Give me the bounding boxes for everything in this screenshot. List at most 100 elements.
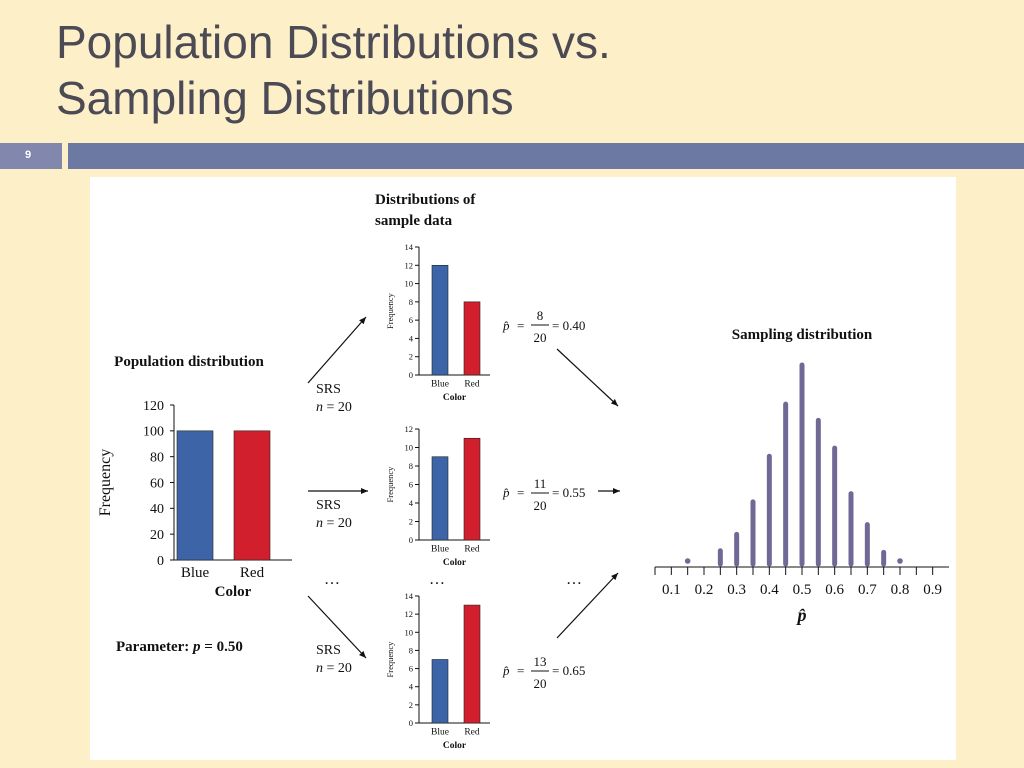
population-title: Population distribution <box>114 354 264 370</box>
x-tick-label: 0.2 <box>695 582 714 598</box>
x-tick-label: 0.4 <box>760 582 779 598</box>
result: = 0.55 <box>552 485 585 500</box>
x-category-label: Blue <box>431 380 449 390</box>
x-tick-label: 0.7 <box>858 582 877 598</box>
equals-sign: = <box>517 485 524 500</box>
parameter-value: = 0.50 <box>204 639 243 655</box>
x-category-label: Blue <box>431 728 449 738</box>
sampling-distribution-title: Sampling distribution <box>732 327 873 343</box>
x-category-label: Red <box>464 545 480 555</box>
y-tick-label: 8 <box>409 645 413 655</box>
srs-label-bottom: SRS n = 20 <box>316 643 352 676</box>
bar-red <box>233 430 271 561</box>
numerator: 8 <box>537 308 544 323</box>
y-tick-label: 40 <box>150 502 164 517</box>
srs-text: SRS <box>316 498 341 513</box>
arrow-from-sample-1 <box>556 348 619 407</box>
result: = 0.65 <box>552 663 585 678</box>
x-axis-title: Color <box>215 584 252 600</box>
y-tick-label: 10 <box>405 627 414 637</box>
slide-title: Population Distributions vs. Sampling Di… <box>56 14 996 126</box>
x-tick-label: 0.9 <box>923 582 942 598</box>
sampling-distribution-chart: 0.1 0.2 0.3 0.4 0.5 0.6 0.7 0.8 0.9 p̂ <box>654 362 949 625</box>
bar-blue <box>431 456 449 541</box>
srs-n: n = 20 <box>316 661 352 676</box>
phat-symbol: p̂ <box>502 485 510 500</box>
y-tick-label: 10 <box>405 279 414 289</box>
y-axis-title: Frequency <box>385 466 395 503</box>
x-category-label: Blue <box>431 545 449 555</box>
x-category-label: Red <box>240 565 265 581</box>
arrow-to-sample-3 <box>307 595 367 659</box>
x-tick-label: 0.1 <box>662 582 681 598</box>
x-category-label: Red <box>464 728 480 738</box>
bar-chart-2: 0 2 4 6 8 10 12 14 Blue Red Color Frequency <box>385 242 490 403</box>
ellipsis-population: … <box>324 571 340 588</box>
x-tick-label: 0.6 <box>825 582 844 598</box>
y-tick-label: 4 <box>409 498 414 508</box>
y-tick-label: 4 <box>409 682 414 692</box>
x-tick-label: 0.5 <box>793 582 812 598</box>
y-tick-label: 6 <box>409 479 413 489</box>
srs-label-middle: SRS n = 20 <box>316 498 352 531</box>
y-axis-title: Frequency <box>97 449 114 517</box>
y-tick-label: 12 <box>405 609 414 619</box>
y-axis-title: Frequency <box>385 292 395 329</box>
y-axis-title: Frequency <box>385 641 395 678</box>
y-tick-label: 0 <box>157 554 164 569</box>
arrow-from-sample-3 <box>556 572 619 639</box>
x-axis-title: p̂ <box>796 605 807 625</box>
bar-blue <box>431 659 449 724</box>
y-tick-label: 4 <box>409 333 414 343</box>
bar-blue <box>431 264 449 376</box>
phat-formula-3: p̂ = 13 20 = 0.65 <box>502 654 585 691</box>
samples-title-line-1: Distributions of <box>375 192 476 208</box>
y-tick-label: 80 <box>150 451 164 466</box>
parameter-label: Parameter: p = 0.50 <box>116 639 243 655</box>
y-tick-label: 6 <box>409 315 413 325</box>
parameter-label-text: Parameter: <box>116 639 189 655</box>
x-tick-label: 0.8 <box>891 582 910 598</box>
bar-blue <box>176 430 214 561</box>
y-tick-label: 120 <box>143 399 164 414</box>
srs-text: SRS <box>316 643 341 658</box>
x-tick-label: 0.3 <box>727 582 746 598</box>
phat-symbol: p̂ <box>502 318 510 333</box>
arrow-to-sample-1 <box>307 316 367 384</box>
result: = 0.40 <box>552 318 585 333</box>
phat-formula-2: p̂ = 11 20 = 0.55 <box>502 476 585 513</box>
y-tick-label: 14 <box>405 242 414 252</box>
y-tick-label: 60 <box>150 476 164 491</box>
y-tick-label: 0 <box>409 535 413 545</box>
y-tick-label: 100 <box>143 425 164 440</box>
srs-n: n = 20 <box>316 516 352 531</box>
srs-label-top: SRS n = 20 <box>316 382 352 415</box>
samples-title-line-2: sample data <box>375 213 453 229</box>
srs-n: n = 20 <box>316 400 352 415</box>
x-axis-title: Color <box>443 393 467 403</box>
bar-red <box>463 604 481 724</box>
bar-chart-3: 0 2 4 6 8 10 12 Blue Red Color Frequency <box>385 424 490 568</box>
y-tick-label: 12 <box>405 424 414 434</box>
denominator: 20 <box>534 330 547 345</box>
slide-title-line-2: Sampling Distributions <box>56 72 514 124</box>
header-bar <box>68 143 1024 169</box>
y-tick-label: 8 <box>409 297 413 307</box>
bar-red <box>463 301 481 376</box>
y-tick-label: 8 <box>409 461 413 471</box>
numerator: 13 <box>534 654 547 669</box>
y-tick-label: 14 <box>405 591 414 601</box>
ellipsis-formulas: … <box>566 571 582 588</box>
y-tick-label: 12 <box>405 260 414 270</box>
bar-chart-4: 0 2 4 6 8 10 12 14 Blue Red Color Frequency <box>385 591 490 751</box>
slide-number-box <box>0 143 62 169</box>
bar-chart-1: 0 20 40 60 80 100 120 Blue Red Color Frequency <box>97 399 292 600</box>
srs-text: SRS <box>316 382 341 397</box>
phat-symbol: p̂ <box>502 663 510 678</box>
y-tick-label: 0 <box>409 370 413 380</box>
y-tick-label: 2 <box>409 516 413 526</box>
y-tick-label: 6 <box>409 664 413 674</box>
y-tick-label: 2 <box>409 700 413 710</box>
denominator: 20 <box>534 676 547 691</box>
